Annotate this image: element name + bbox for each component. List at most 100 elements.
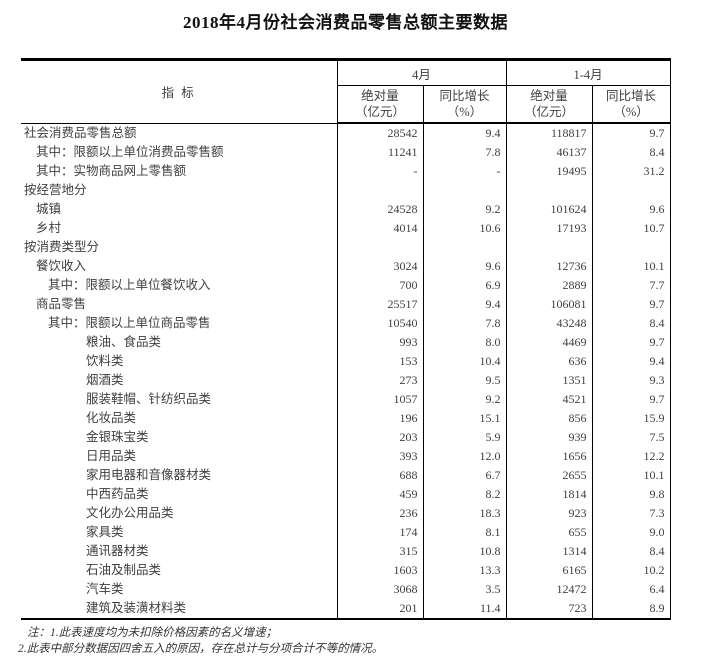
table-row: 通讯器材类 315 10.8 1314 8.4 <box>21 542 671 561</box>
apr-yoy-value: 9.2 <box>422 200 507 219</box>
apr-yoy-value: 6.9 <box>422 276 507 295</box>
table-row: 家用电器和音像器材类 688 6.7 2655 10.1 <box>21 466 671 485</box>
footnotes: 注：1.此表速度均为未扣除价格因素的名义增速； 2.此表中部分数据因四舍五入的原… <box>0 625 701 657</box>
apr-absolute-value: 273 <box>336 371 423 390</box>
apr-absolute-value: 28542 <box>336 123 423 143</box>
table-row: 中西药品类 459 8.2 1814 9.8 <box>21 485 671 504</box>
table-row: 城镇 24528 9.2 101624 9.6 <box>21 200 671 219</box>
apr-absolute-header: 绝对量 （亿元） <box>336 85 423 124</box>
cum-absolute-value: 6165 <box>505 561 593 580</box>
cum-absolute-value: 1351 <box>505 371 593 390</box>
apr-yoy-value: 13.3 <box>422 561 507 580</box>
row-indicator: 汽车类 <box>21 580 338 599</box>
cum-yoy-value: 9.3 <box>591 371 671 390</box>
row-indicator: 餐饮收入 <box>21 257 338 276</box>
table-row: 粮油、食品类 993 8.0 4469 9.7 <box>21 333 671 352</box>
apr-yoy-value: 18.3 <box>422 504 507 523</box>
row-indicator: 其中：限额以上单位餐饮收入 <box>21 276 338 295</box>
row-indicator: 建筑及装潢材料类 <box>21 599 338 619</box>
cum-yoy-header: 同比增长 （%） <box>591 85 671 124</box>
cum-yoy-value: 9.7 <box>591 390 671 409</box>
cum-yoy-value: 7.3 <box>591 504 671 523</box>
apr-absolute-value <box>336 238 423 257</box>
cum-absolute-value <box>505 238 593 257</box>
apr-yoy-value: 9.6 <box>422 257 507 276</box>
cum-absolute-value: 106081 <box>505 295 593 314</box>
apr-yoy-value: 10.8 <box>422 542 507 561</box>
table-row: 商品零售 25517 9.4 106081 9.7 <box>21 295 671 314</box>
table-row: 社会消费品零售总额 28542 9.4 118817 9.7 <box>21 123 671 143</box>
cum-absolute-value: 1814 <box>505 485 593 504</box>
cum-absolute-value: 655 <box>505 523 593 542</box>
apr-yoy-value: 10.6 <box>422 219 507 238</box>
table-row: 按经营地分 <box>21 181 671 200</box>
apr-absolute-value: 236 <box>336 504 423 523</box>
cum-absolute-value: 4521 <box>505 390 593 409</box>
cum-yoy-value: 7.5 <box>591 428 671 447</box>
column-group-jan-apr: 1-4月 <box>505 59 671 86</box>
row-indicator: 按经营地分 <box>21 181 338 200</box>
table-row: 烟酒类 273 9.5 1351 9.3 <box>21 371 671 390</box>
apr-absolute-value: 1603 <box>336 561 423 580</box>
table-row: 石油及制品类 1603 13.3 6165 10.2 <box>21 561 671 580</box>
row-indicator: 家具类 <box>21 523 338 542</box>
cum-yoy-value: 9.0 <box>591 523 671 542</box>
cum-absolute-value: 101624 <box>505 200 593 219</box>
cum-absolute-value: 1314 <box>505 542 593 561</box>
apr-yoy-value: - <box>422 162 507 181</box>
table-row: 汽车类 3068 3.5 12472 6.4 <box>21 580 671 599</box>
indicator-column-header: 指 标 <box>21 59 338 124</box>
data-table-wrapper: 指 标 4月 1-4月 绝对量 （亿元） 同比增长 （%） 绝对量 <box>21 58 671 620</box>
row-indicator: 金银珠宝类 <box>21 428 338 447</box>
apr-absolute-value: 315 <box>336 542 423 561</box>
apr-yoy-value: 15.1 <box>422 409 507 428</box>
row-indicator: 化妆品类 <box>21 409 338 428</box>
absolute-unit: （亿元） <box>354 105 405 119</box>
apr-yoy-value: 8.1 <box>422 523 507 542</box>
cum-absolute-value: 856 <box>505 409 593 428</box>
apr-yoy-value <box>422 181 507 200</box>
row-indicator: 社会消费品零售总额 <box>21 123 338 143</box>
row-indicator: 饮料类 <box>21 352 338 371</box>
row-indicator: 商品零售 <box>21 295 338 314</box>
apr-absolute-value: 196 <box>336 409 423 428</box>
cum-absolute-header: 绝对量 （亿元） <box>505 85 593 124</box>
table-header: 指 标 4月 1-4月 绝对量 （亿元） 同比增长 （%） 绝对量 <box>21 59 671 124</box>
yoy-label: 同比增长 <box>439 89 490 103</box>
table-row: 乡村 4014 10.6 17193 10.7 <box>21 219 671 238</box>
row-indicator: 烟酒类 <box>21 371 338 390</box>
row-indicator: 通讯器材类 <box>21 542 338 561</box>
yoy-label: 同比增长 <box>606 89 657 103</box>
cum-yoy-value: 9.8 <box>591 485 671 504</box>
row-indicator: 其中：限额以上单位消费品零售额 <box>21 143 338 162</box>
apr-yoy-header: 同比增长 （%） <box>422 85 507 124</box>
row-indicator: 日用品类 <box>21 447 338 466</box>
apr-absolute-value: 3068 <box>336 580 423 599</box>
apr-absolute-value: 993 <box>336 333 423 352</box>
yoy-unit: （%） <box>446 105 483 119</box>
table-row: 化妆品类 196 15.1 856 15.9 <box>21 409 671 428</box>
cum-yoy-value: 8.4 <box>591 314 671 333</box>
cum-absolute-value: 118817 <box>505 123 593 143</box>
apr-yoy-value: 8.2 <box>422 485 507 504</box>
table-row: 文化办公用品类 236 18.3 923 7.3 <box>21 504 671 523</box>
column-group-april: 4月 <box>336 59 507 86</box>
apr-yoy-value: 9.2 <box>422 390 507 409</box>
cum-absolute-value: 4469 <box>505 333 593 352</box>
row-indicator: 石油及制品类 <box>21 561 338 580</box>
cum-absolute-value: 923 <box>505 504 593 523</box>
apr-yoy-value: 3.5 <box>422 580 507 599</box>
apr-absolute-value: 700 <box>336 276 423 295</box>
apr-absolute-value <box>336 181 423 200</box>
apr-absolute-value: 4014 <box>336 219 423 238</box>
cum-absolute-value: 723 <box>505 599 593 619</box>
apr-absolute-value: 459 <box>336 485 423 504</box>
apr-absolute-value: 10540 <box>336 314 423 333</box>
apr-yoy-value: 9.4 <box>422 295 507 314</box>
header-group-row: 指 标 4月 1-4月 <box>21 59 671 124</box>
cum-yoy-value: 12.2 <box>591 447 671 466</box>
header-sub-row: 绝对量 （亿元） 同比增长 （%） 绝对量 （亿元） 同比增长 （%） <box>21 85 671 124</box>
row-indicator: 家用电器和音像器材类 <box>21 466 338 485</box>
cum-yoy-value: 9.7 <box>591 333 671 352</box>
